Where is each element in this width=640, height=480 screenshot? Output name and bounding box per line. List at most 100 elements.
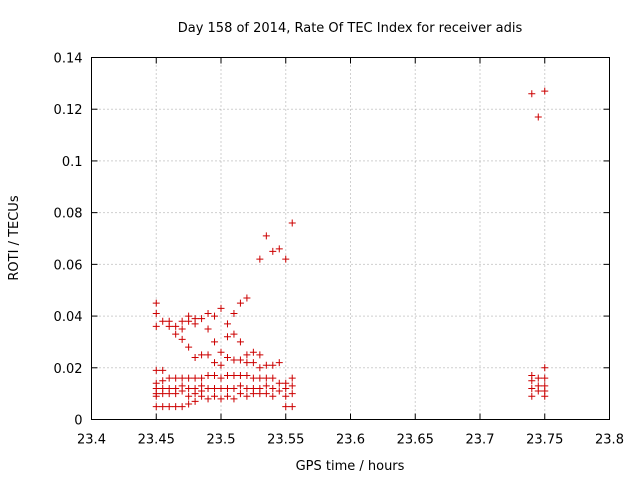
data-point (282, 392, 290, 400)
x-tick-labels: 23.4 23.45 23.5 23.55 23.6 23.65 23.7 23.75 23.8 (77, 433, 624, 448)
data-point (249, 374, 257, 382)
data-point (191, 374, 199, 382)
data-point (541, 364, 549, 372)
y-tick-labels: 0 0.02 0.04 0.06 0.08 0.1 0.12 0.14 (54, 52, 83, 429)
data-point (159, 390, 167, 398)
data-point (159, 403, 167, 411)
data-point (230, 309, 238, 317)
data-point (243, 392, 251, 400)
y-axis-label: ROTI / TECUs (7, 195, 22, 280)
x-tick-label: 23.4 (77, 433, 106, 448)
data-point (534, 113, 542, 121)
data-point (185, 384, 193, 392)
data-point (534, 387, 542, 395)
data-point (243, 359, 251, 367)
data-point (152, 366, 160, 374)
data-point (178, 325, 186, 333)
data-point (249, 348, 257, 356)
data-point (198, 392, 206, 400)
data-point (288, 390, 296, 398)
data-point (178, 335, 186, 343)
data-point (243, 294, 251, 302)
data-point (191, 390, 199, 398)
data-point (185, 317, 193, 325)
data-point (211, 384, 219, 392)
data-point (275, 387, 283, 395)
data-point (185, 374, 193, 382)
data-point (230, 372, 238, 380)
data-point (204, 395, 212, 403)
data-points (152, 87, 549, 411)
data-point (275, 245, 283, 253)
data-point (541, 374, 549, 382)
data-point (282, 384, 290, 392)
data-point (217, 361, 225, 369)
y-tick-label: 0.1 (62, 155, 83, 170)
data-point (262, 232, 270, 240)
data-point (256, 374, 264, 382)
data-point (288, 219, 296, 227)
data-point (541, 87, 549, 95)
data-point (159, 317, 167, 325)
data-point (288, 382, 296, 390)
data-point (152, 322, 160, 330)
data-point (269, 392, 277, 400)
data-point (243, 384, 251, 392)
data-point (236, 299, 244, 307)
data-point (152, 299, 160, 307)
data-point (191, 397, 199, 405)
y-tick-label: 0.12 (54, 103, 83, 118)
data-point (288, 374, 296, 382)
data-point (159, 377, 167, 385)
data-point (217, 304, 225, 312)
y-tick-label: 0.14 (54, 52, 83, 67)
x-tick-label: 23.65 (397, 433, 434, 448)
data-point (249, 359, 257, 367)
grid-lines (91, 57, 610, 420)
data-point (230, 356, 238, 364)
data-point (198, 374, 206, 382)
data-point (256, 351, 264, 359)
data-point (211, 372, 219, 380)
data-point (262, 382, 270, 390)
data-point (269, 361, 277, 369)
data-point (269, 374, 277, 382)
data-point (256, 255, 264, 263)
data-point (236, 338, 244, 346)
data-point (172, 322, 180, 330)
data-point (152, 392, 160, 400)
data-point (243, 372, 251, 380)
data-point (262, 361, 270, 369)
y-tick-label: 0.06 (54, 258, 83, 273)
x-tick-label: 23.45 (138, 433, 175, 448)
y-tick-label: 0.08 (54, 207, 83, 222)
data-point (269, 247, 277, 255)
data-point (211, 392, 219, 400)
data-point (288, 403, 296, 411)
data-point (217, 395, 225, 403)
data-point (275, 379, 283, 387)
data-point (198, 315, 206, 323)
data-point (217, 374, 225, 382)
data-point (243, 351, 251, 359)
data-point (204, 384, 212, 392)
data-point (230, 330, 238, 338)
data-point (236, 390, 244, 398)
y-tick-label: 0.04 (54, 310, 83, 325)
data-point (172, 374, 180, 382)
data-point (172, 390, 180, 398)
data-point (178, 387, 186, 395)
data-point (191, 353, 199, 361)
data-point (541, 392, 549, 400)
y-tick-label: 0 (74, 414, 82, 429)
data-point (217, 384, 225, 392)
data-point (159, 366, 167, 374)
data-point (165, 322, 173, 330)
data-point (223, 333, 231, 341)
data-point (165, 403, 173, 411)
y-tick-label: 0.02 (54, 362, 83, 377)
data-point (223, 320, 231, 328)
data-point (528, 384, 536, 392)
data-point (230, 395, 238, 403)
